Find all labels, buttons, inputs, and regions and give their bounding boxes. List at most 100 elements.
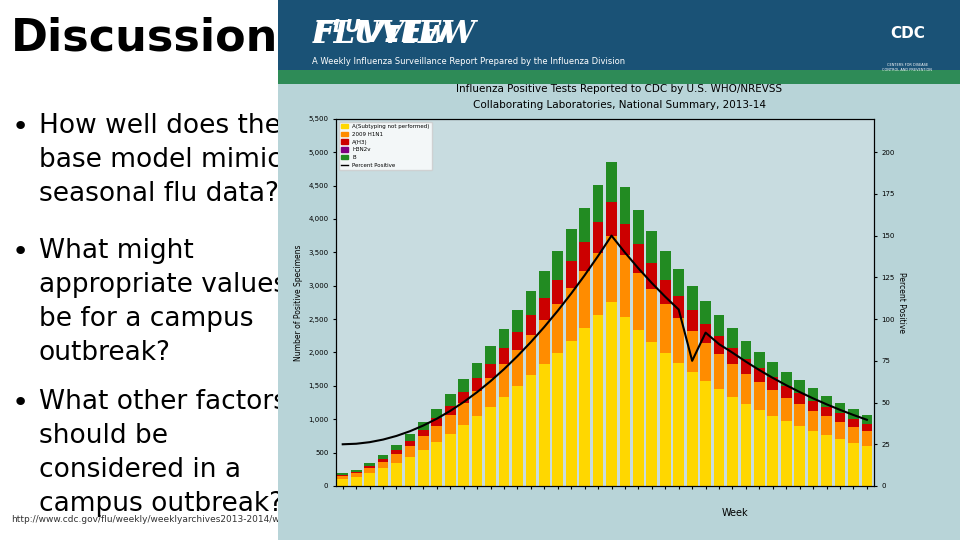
Bar	[552, 251, 564, 280]
Bar	[727, 364, 738, 397]
Bar	[565, 288, 577, 341]
Bar	[780, 386, 792, 397]
Percent Positive	[727, 349, 738, 356]
Percent Positive	[619, 249, 631, 256]
Legend: A(Subtyping not performed), 2009 H1N1, A(H3), H3N2v, B, Percent Positive: A(Subtyping not performed), 2009 H1N1, A…	[339, 122, 432, 170]
Bar	[861, 424, 873, 431]
Bar	[754, 352, 765, 368]
Bar	[807, 410, 819, 431]
Bar	[861, 446, 873, 486]
Bar	[350, 477, 362, 486]
Percent Positive	[364, 439, 375, 446]
Text: CENTERS FOR DISEASE
CONTROL AND PREVENTION: CENTERS FOR DISEASE CONTROL AND PREVENTI…	[882, 63, 932, 72]
Bar	[686, 331, 698, 373]
Percent Positive	[552, 307, 564, 314]
Bar	[565, 261, 577, 288]
Bar	[431, 442, 443, 486]
Bar	[498, 364, 510, 397]
Bar	[485, 346, 496, 363]
Bar	[471, 416, 483, 486]
Bar	[848, 419, 859, 427]
Bar	[767, 416, 779, 486]
Bar	[391, 455, 402, 463]
Bar	[337, 476, 348, 478]
Bar	[686, 286, 698, 310]
Percent Positive	[404, 428, 416, 435]
Percent Positive	[700, 329, 711, 336]
Bar	[700, 301, 711, 324]
Bar	[794, 404, 805, 426]
Percent Positive	[431, 415, 443, 422]
Bar	[431, 426, 443, 442]
Bar	[848, 442, 859, 486]
Bar	[686, 373, 698, 486]
Bar	[539, 364, 550, 486]
Bar	[471, 379, 483, 391]
Percent Positive	[512, 353, 523, 359]
Bar	[780, 397, 792, 421]
Text: Discussion: Discussion	[12, 16, 278, 59]
Bar	[539, 298, 550, 320]
Percent Positive	[579, 272, 590, 279]
Bar	[807, 431, 819, 486]
Percent Positive	[377, 436, 389, 443]
Text: FLUVIEW: FLUVIEW	[312, 19, 476, 50]
Bar	[498, 348, 510, 364]
Bar	[592, 253, 604, 315]
Bar	[525, 375, 537, 486]
Bar	[619, 255, 631, 316]
Text: FᴸᵁVɪEᴡ: FᴸᵁVɪEᴡ	[312, 19, 450, 48]
Bar	[418, 422, 429, 430]
Bar	[673, 363, 684, 486]
Bar	[471, 363, 483, 379]
Bar	[606, 202, 617, 235]
Bar	[404, 446, 416, 457]
Bar	[740, 374, 752, 403]
Bar	[444, 406, 456, 415]
FancyBboxPatch shape	[278, 70, 960, 84]
Bar	[780, 421, 792, 486]
Percent Positive	[821, 401, 832, 408]
Bar	[646, 263, 658, 289]
Bar	[364, 463, 375, 466]
Bar	[606, 302, 617, 486]
Percent Positive	[485, 378, 496, 384]
Percent Positive	[861, 416, 873, 423]
Bar	[821, 416, 832, 435]
Bar	[619, 187, 631, 224]
Bar	[619, 224, 631, 255]
Bar	[552, 304, 564, 353]
Bar	[592, 315, 604, 486]
Bar	[485, 363, 496, 378]
Bar	[418, 450, 429, 486]
Percent Positive	[633, 265, 644, 272]
Percent Positive	[713, 341, 725, 347]
Percent Positive	[848, 411, 859, 418]
Bar	[727, 348, 738, 364]
Bar	[686, 310, 698, 331]
Bar	[660, 304, 671, 353]
Bar	[767, 377, 779, 390]
Bar	[444, 394, 456, 406]
Bar	[565, 341, 577, 486]
Bar	[592, 185, 604, 222]
Percent Positive	[660, 294, 671, 300]
Bar	[780, 372, 792, 386]
Bar	[834, 403, 846, 413]
Bar	[350, 473, 362, 477]
Bar	[834, 413, 846, 422]
Bar	[713, 315, 725, 336]
Bar	[485, 407, 496, 486]
Bar	[727, 328, 738, 348]
Bar	[458, 403, 469, 426]
Bar	[673, 269, 684, 296]
Bar	[350, 470, 362, 471]
Bar	[821, 435, 832, 486]
Bar	[525, 335, 537, 375]
Bar	[431, 409, 443, 419]
Percent Positive	[391, 433, 402, 439]
Bar	[377, 459, 389, 462]
Bar	[444, 415, 456, 434]
Bar	[377, 455, 389, 459]
Bar	[539, 320, 550, 364]
